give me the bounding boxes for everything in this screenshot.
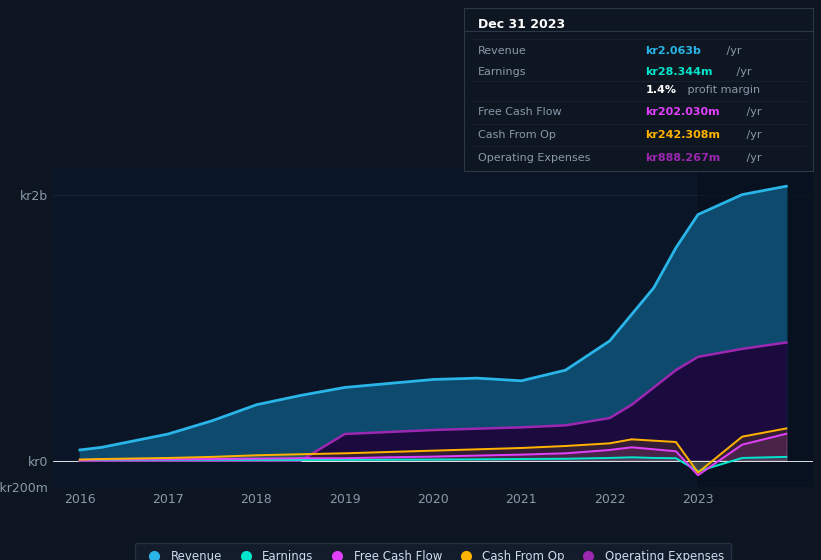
Text: kr202.030m: kr202.030m — [645, 108, 720, 118]
Text: kr28.344m: kr28.344m — [645, 67, 713, 77]
Bar — [698, 168, 813, 487]
Text: /yr: /yr — [743, 153, 762, 163]
Legend: Revenue, Earnings, Free Cash Flow, Cash From Op, Operating Expenses: Revenue, Earnings, Free Cash Flow, Cash … — [135, 543, 731, 560]
Text: kr242.308m: kr242.308m — [645, 130, 720, 140]
Text: kr2.063b: kr2.063b — [645, 45, 701, 55]
Text: Cash From Op: Cash From Op — [478, 130, 556, 140]
Text: Revenue: Revenue — [478, 45, 526, 55]
Text: Free Cash Flow: Free Cash Flow — [478, 108, 562, 118]
Text: /yr: /yr — [743, 108, 762, 118]
Text: Dec 31 2023: Dec 31 2023 — [478, 18, 565, 31]
Text: /yr: /yr — [723, 45, 742, 55]
Text: 1.4%: 1.4% — [645, 85, 677, 95]
Text: kr888.267m: kr888.267m — [645, 153, 721, 163]
Text: profit margin: profit margin — [685, 85, 760, 95]
Text: Operating Expenses: Operating Expenses — [478, 153, 590, 163]
Text: /yr: /yr — [743, 130, 762, 140]
Text: Earnings: Earnings — [478, 67, 526, 77]
Text: /yr: /yr — [733, 67, 752, 77]
